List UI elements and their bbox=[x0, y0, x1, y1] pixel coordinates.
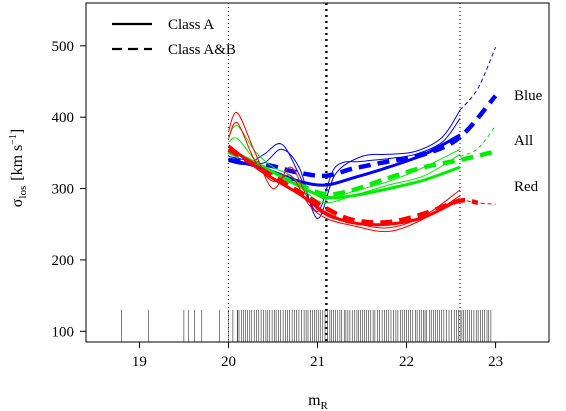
series-red-extension bbox=[459, 198, 496, 205]
series-all bbox=[227, 125, 497, 204]
series-red bbox=[227, 112, 496, 233]
x-tick-label-21: 21 bbox=[310, 354, 325, 370]
series-label-all: All bbox=[514, 133, 533, 149]
series-blue-fit-class-ab bbox=[228, 94, 498, 179]
series-blue-wiggle-b bbox=[228, 109, 461, 220]
x-tick-label-19: 19 bbox=[132, 354, 147, 370]
series-label-red: Red bbox=[514, 179, 539, 195]
series-label-blue: Blue bbox=[514, 88, 543, 104]
y-tick-label-500: 500 bbox=[52, 39, 75, 55]
legend: Class A Class A&B bbox=[112, 17, 236, 58]
series-red-fit-class-ab bbox=[227, 147, 479, 225]
series-red-wiggle-b bbox=[228, 121, 461, 233]
x-tick-label-22: 22 bbox=[399, 354, 414, 370]
plot-frame bbox=[85, 2, 550, 343]
axes: 19 20 21 22 23 100 200 300 400 500 bbox=[52, 2, 550, 370]
y-tick-label-300: 300 bbox=[52, 182, 75, 198]
series-all-fit-class-ab bbox=[227, 149, 497, 197]
legend-entry-class-a: Class A bbox=[168, 17, 214, 33]
x-axis-label: mR bbox=[308, 392, 328, 411]
x-tick-label-23: 23 bbox=[488, 354, 503, 370]
y-tick-label-100: 100 bbox=[52, 324, 75, 340]
magnitude-rug bbox=[121, 309, 492, 342]
y-tick-label-400: 400 bbox=[52, 110, 75, 126]
data-series bbox=[227, 47, 498, 233]
legend-entry-class-ab: Class A&B bbox=[168, 42, 236, 58]
series-blue-wiggle-a bbox=[228, 118, 461, 212]
series-all-wiggle-a bbox=[228, 125, 461, 204]
y-tick-label-200: 200 bbox=[52, 253, 75, 269]
vertical-reference-lines bbox=[227, 3, 461, 342]
y-axis-label: σlos[km s−1] bbox=[8, 129, 29, 207]
x-tick-label-20: 20 bbox=[221, 354, 236, 370]
